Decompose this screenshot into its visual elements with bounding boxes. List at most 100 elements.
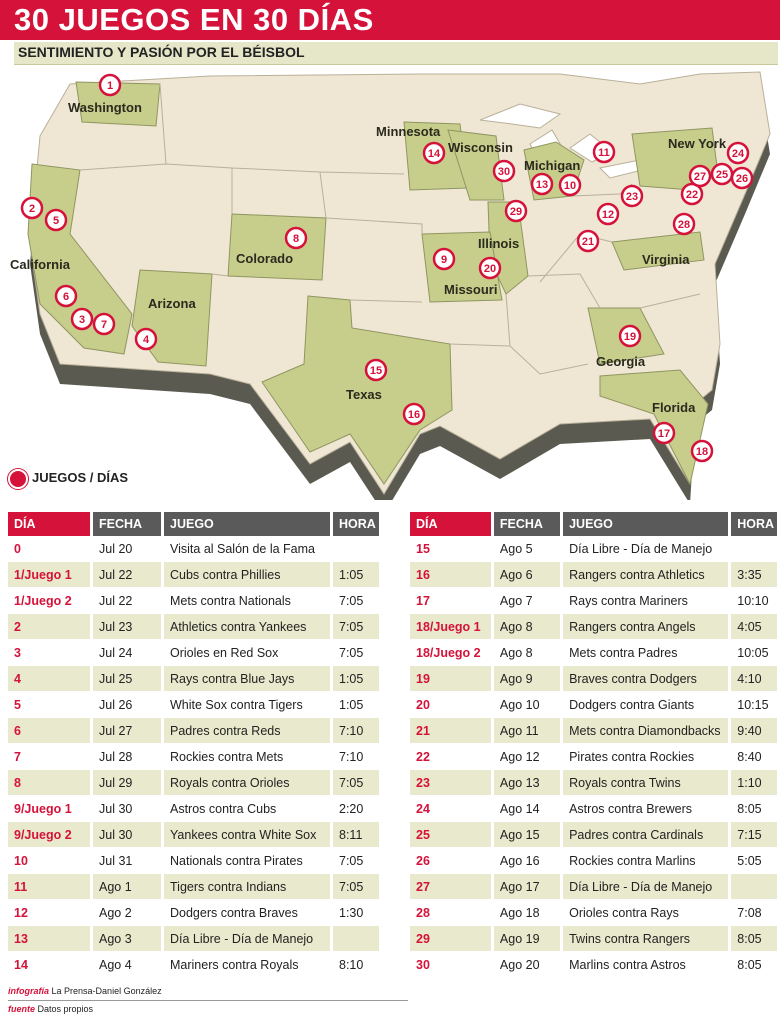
- cell-fecha: Jul 31: [91, 847, 164, 874]
- cell-fecha: Jul 22: [91, 561, 164, 588]
- cell-dia: 11: [8, 873, 93, 900]
- cell-hora: 7:05: [331, 639, 382, 666]
- table-row: 18/Juego 2 Ago 8 Mets contra Padres 10:05: [410, 639, 780, 666]
- marker-circle: [620, 184, 644, 208]
- state-label-wisconsin: Wisconsin: [448, 140, 513, 155]
- marker-circle: [44, 208, 68, 232]
- table-row: 1/Juego 1 Jul 22 Cubs contra Phillies 1:05: [8, 561, 382, 588]
- cell-dia: 25: [410, 821, 494, 848]
- marker-number: 11: [598, 147, 610, 159]
- table-row: 13 Ago 3 Día Libre - Día de Manejo: [8, 925, 382, 952]
- cell-hora: 8:11: [331, 821, 382, 848]
- marker-number: 20: [484, 263, 496, 275]
- table-row: 10 Jul 31 Nationals contra Pirates 7:05: [8, 847, 382, 874]
- table-header-row: DÍA FECHA JUEGO HORA: [410, 512, 780, 536]
- cell-hora: 8:05: [729, 925, 780, 952]
- game-marker: 1: [98, 73, 122, 97]
- state-label-colorado: Colorado: [236, 251, 293, 266]
- marker-circle: [20, 196, 44, 220]
- cell-juego: Tigers contra Indians: [162, 873, 333, 900]
- state-colorado: [227, 213, 327, 281]
- header-dia: DÍA: [8, 512, 93, 536]
- state-label-georgia: Georgia: [596, 354, 646, 369]
- marker-number: 21: [582, 236, 594, 248]
- cell-dia: 24: [410, 795, 494, 822]
- cell-fecha: Ago 11: [492, 717, 564, 744]
- table-row: 5 Jul 26 White Sox contra Tigers 1:05: [8, 691, 382, 718]
- table-header-row: DÍA FECHA JUEGO HORA: [8, 512, 382, 536]
- cell-dia: 2: [8, 613, 93, 640]
- cell-hora: 1:05: [331, 691, 382, 718]
- game-marker: 8: [284, 226, 308, 250]
- marker-number: 5: [53, 215, 59, 227]
- cell-juego: Royals contra Twins: [561, 769, 732, 796]
- table-row: 4 Jul 25 Rays contra Blue Jays 1:05: [8, 665, 382, 692]
- cell-juego: Rangers contra Angels: [561, 613, 732, 640]
- table-row: 19 Ago 9 Braves contra Dodgers 4:10: [410, 665, 780, 692]
- cell-dia: 23: [410, 769, 494, 796]
- cell-juego: Rays contra Blue Jays: [162, 665, 333, 692]
- cell-dia: 9/Juego 1: [8, 795, 93, 822]
- cell-dia: 12: [8, 899, 93, 926]
- cell-juego: White Sox contra Tigers: [162, 691, 333, 718]
- credit-infografia-label: infografía: [8, 986, 50, 996]
- cell-hora: 10:10: [729, 587, 780, 614]
- schedule-table-left: DÍA FECHA JUEGO HORA 0 Jul 20 Visita al Sa…: [8, 512, 382, 978]
- cell-fecha: Ago 2: [91, 899, 164, 926]
- cell-fecha: Jul 30: [91, 821, 164, 848]
- cell-hora: 4:10: [729, 665, 780, 692]
- cell-hora: 8:10: [331, 951, 382, 978]
- table-row: 26 Ago 16 Rockies contra Marlins 5:05: [410, 847, 780, 874]
- cell-juego: Día Libre - Día de Manejo: [162, 925, 333, 952]
- game-marker: 13: [530, 172, 554, 196]
- header-fecha: FECHA: [492, 512, 564, 536]
- marker-circle: [688, 164, 712, 188]
- cell-hora: 10:05: [729, 639, 780, 666]
- cell-fecha: Ago 14: [492, 795, 564, 822]
- cell-hora: 1:10: [729, 769, 780, 796]
- credit-fuente-label: fuente: [8, 1004, 35, 1014]
- table-row: 27 Ago 17 Día Libre - Día de Manejo: [410, 873, 780, 900]
- cell-dia: 27: [410, 873, 494, 900]
- game-marker: 23: [620, 184, 644, 208]
- table-row: 9/Juego 2 Jul 30 Yankees contra White Sox 8…: [8, 821, 382, 848]
- title-bar: 30 JUEGOS EN 30 DÍAS: [0, 0, 780, 40]
- cell-juego: Rockies contra Mets: [162, 743, 333, 770]
- cell-hora: 8:05: [729, 795, 780, 822]
- game-marker: 22: [680, 182, 704, 206]
- table-row: 18/Juego 1 Ago 8 Rangers contra Angels 4:05: [410, 613, 780, 640]
- cell-dia: 14: [8, 951, 93, 978]
- marker-circle: [576, 229, 600, 253]
- marker-number: 4: [143, 334, 150, 346]
- game-marker: 26: [730, 166, 754, 190]
- cell-dia: 4: [8, 665, 93, 692]
- game-marker: 27: [688, 164, 712, 188]
- table-row: 9/Juego 1 Jul 30 Astros contra Cubs 2:20: [8, 795, 382, 822]
- state-wisconsin: [447, 129, 505, 201]
- header-fecha: FECHA: [91, 512, 164, 536]
- table-row: 16 Ago 6 Rangers contra Athletics 3:35: [410, 561, 780, 588]
- marker-circle: [592, 140, 616, 164]
- state-florida: [599, 369, 709, 486]
- header-juego: JUEGO: [561, 512, 732, 536]
- game-marker: 12: [596, 202, 620, 226]
- cell-fecha: Ago 5: [492, 536, 564, 562]
- marker-number: 23: [626, 191, 638, 203]
- cell-fecha: Ago 15: [492, 821, 564, 848]
- game-marker: 29: [504, 199, 528, 223]
- marker-number: 3: [79, 314, 85, 326]
- game-marker: 24: [726, 141, 750, 165]
- marker-circle: [730, 166, 754, 190]
- cell-fecha: Ago 8: [492, 639, 564, 666]
- cell-hora: [729, 873, 780, 900]
- cell-juego: Dodgers contra Braves: [162, 899, 333, 926]
- marker-number: 18: [696, 446, 708, 458]
- state-label-minnesota: Minnesota: [376, 124, 441, 139]
- marker-circle: [558, 173, 582, 197]
- state-label-texas: Texas: [346, 387, 382, 402]
- cell-dia: 29: [410, 925, 494, 952]
- table-row: 7 Jul 28 Rockies contra Mets 7:10: [8, 743, 382, 770]
- game-markers: 1234567891011121314151617181920212223242…: [20, 73, 754, 463]
- cell-fecha: Ago 18: [492, 899, 564, 926]
- marker-number: 24: [732, 148, 745, 160]
